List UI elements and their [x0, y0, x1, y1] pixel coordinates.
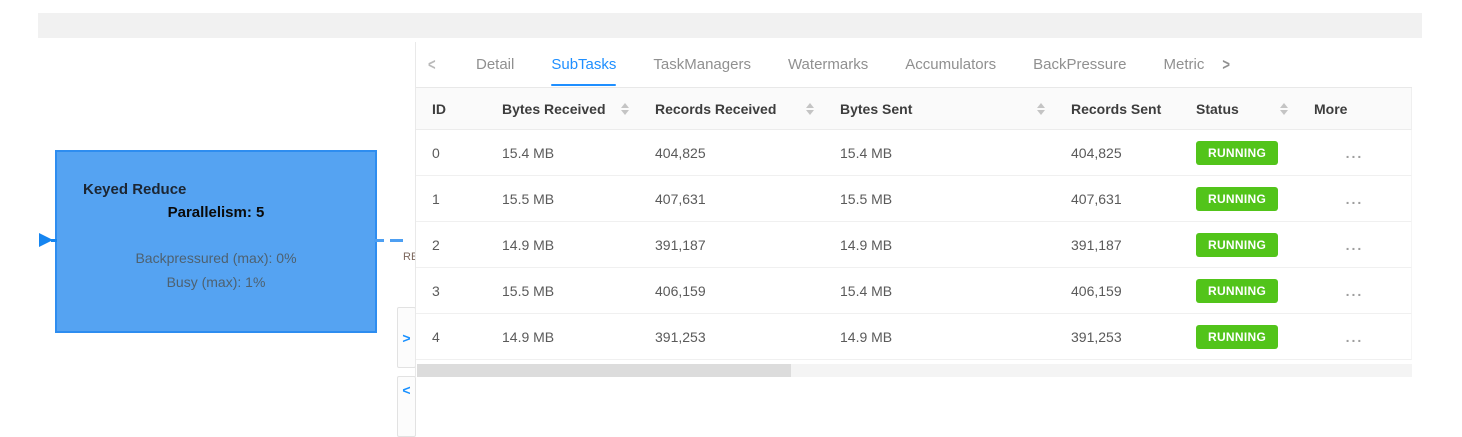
- node-parallelism: Parallelism: 5: [167, 204, 265, 221]
- edge-dash: [390, 239, 403, 242]
- cell-id: 0: [432, 144, 440, 161]
- cell-bytes-received: 15.4 MB: [502, 144, 555, 161]
- cell-records-received: 404,825: [655, 144, 706, 161]
- more-actions-button[interactable]: ...: [1345, 190, 1364, 207]
- panel-expand-handle[interactable]: >: [397, 307, 416, 368]
- cell-records-received: 406,159: [655, 282, 706, 299]
- cell-records-received: 391,187: [655, 236, 706, 253]
- cell-id: 3: [432, 282, 440, 299]
- sort-caret-icon[interactable]: [1280, 102, 1288, 115]
- tabs-scroll-right-icon[interactable]: >: [1222, 55, 1230, 74]
- cell-records-sent: 391,253: [1071, 328, 1122, 345]
- cell-records-sent: 406,159: [1071, 282, 1122, 299]
- tab-subtasks[interactable]: SubTasks: [551, 56, 617, 86]
- sort-caret-icon[interactable]: [621, 102, 629, 115]
- cell-bytes-received: 14.9 MB: [502, 236, 555, 253]
- horizontal-scrollbar-thumb[interactable]: [417, 364, 791, 377]
- cell-status: RUNNING: [1180, 176, 1298, 221]
- table-row: 2 14.9 MB 391,187 14.9 MB 391,187 RUNNING...: [416, 222, 1412, 268]
- table-row: 3 15.5 MB 406,159 15.4 MB 406,159 RUNNING...: [416, 268, 1412, 314]
- node-title: Keyed Reduce: [83, 181, 187, 198]
- column-label: More: [1314, 100, 1348, 117]
- cell-more: ...: [1298, 314, 1411, 359]
- table-row: 1 15.5 MB 407,631 15.5 MB 407,631 RUNNING...: [416, 176, 1412, 222]
- chevron-left-icon: <: [402, 382, 411, 398]
- column-label: Bytes Received: [502, 100, 606, 117]
- sort-caret-icon[interactable]: [806, 102, 814, 115]
- top-toolbar-strip: [38, 13, 1422, 38]
- column-label: Records Sent: [1071, 100, 1162, 117]
- tab-metric[interactable]: Metric: [1163, 56, 1205, 73]
- tab-watermarks[interactable]: Watermarks: [787, 56, 869, 73]
- cell-status: RUNNING: [1180, 268, 1298, 313]
- cell-id: 4: [432, 328, 440, 345]
- cell-more: ...: [1298, 176, 1411, 221]
- column-header-bytes-sent[interactable]: Bytes Sent: [824, 88, 1055, 129]
- cell-bytes-received: 15.5 MB: [502, 282, 555, 299]
- panel-collapse-handle[interactable]: <: [397, 376, 416, 437]
- job-graph-node-keyed-reduce[interactable]: Keyed Reduce Parallelism: 5 Backpressure…: [55, 150, 377, 333]
- table-row: 0 15.4 MB 404,825 15.4 MB 404,825 RUNNING...: [416, 130, 1412, 176]
- cell-status: RUNNING: [1180, 314, 1298, 359]
- column-header-id: ID: [416, 88, 486, 129]
- cell-id: 1: [432, 190, 440, 207]
- cell-records-received: 391,253: [655, 328, 706, 345]
- edge-dash: [374, 239, 384, 242]
- cell-bytes-sent: 14.9 MB: [840, 236, 893, 253]
- node-backpressured: Backpressured (max): 0%: [135, 250, 297, 266]
- node-busy: Busy (max): 1%: [166, 274, 266, 290]
- horizontal-scrollbar-track: [417, 364, 1412, 377]
- column-label: Status: [1196, 100, 1239, 117]
- cell-records-received: 407,631: [655, 190, 706, 207]
- cell-bytes-received: 15.5 MB: [502, 190, 555, 207]
- table-body: 0 15.4 MB 404,825 15.4 MB 404,825 RUNNING... 1…: [416, 130, 1412, 360]
- tabs-scroll-left-icon[interactable]: <: [428, 55, 436, 74]
- column-header-bytes-received[interactable]: Bytes Received: [486, 88, 639, 129]
- tab-list: Detail SubTasks TaskManagers Watermarks Accu…: [476, 56, 1205, 86]
- status-badge: RUNNING: [1196, 186, 1279, 211]
- column-header-status[interactable]: Status: [1180, 88, 1298, 129]
- more-actions-button[interactable]: ...: [1345, 328, 1364, 345]
- edge-line: [51, 239, 57, 242]
- tab-detail[interactable]: Detail: [476, 56, 515, 73]
- cell-id: 2: [432, 236, 440, 253]
- cell-status: RUNNING: [1180, 130, 1298, 175]
- cell-bytes-sent: 15.5 MB: [840, 190, 893, 207]
- status-badge: RUNNING: [1196, 140, 1279, 165]
- cell-records-sent: 407,631: [1071, 190, 1122, 207]
- more-actions-button[interactable]: ...: [1345, 144, 1364, 161]
- cell-more: ...: [1298, 268, 1411, 313]
- edge-label: RE: [403, 251, 418, 263]
- cell-bytes-sent: 15.4 MB: [840, 144, 893, 161]
- column-label: ID: [432, 100, 446, 117]
- tab-bar: < Detail SubTasks TaskManagers Watermarks Ac…: [416, 42, 1412, 88]
- column-header-records-received[interactable]: Records Received: [639, 88, 824, 129]
- cell-records-sent: 391,187: [1071, 236, 1122, 253]
- cell-more: ...: [1298, 222, 1411, 267]
- cell-status: RUNNING: [1180, 222, 1298, 267]
- column-label: Bytes Sent: [840, 100, 913, 117]
- column-header-records-sent: Records Sent: [1055, 88, 1180, 129]
- status-badge: RUNNING: [1196, 324, 1279, 349]
- status-badge: RUNNING: [1196, 278, 1279, 303]
- edge-arrowhead-icon: [39, 233, 53, 247]
- sort-caret-icon[interactable]: [1037, 102, 1045, 115]
- cell-bytes-received: 14.9 MB: [502, 328, 555, 345]
- cell-bytes-sent: 15.4 MB: [840, 282, 893, 299]
- chevron-right-icon: >: [402, 329, 411, 346]
- status-badge: RUNNING: [1196, 232, 1279, 257]
- cell-more: ...: [1298, 130, 1411, 175]
- more-actions-button[interactable]: ...: [1345, 282, 1364, 299]
- column-label: Records Received: [655, 100, 777, 117]
- vertex-detail-panel: < Detail SubTasks TaskManagers Watermarks Ac…: [415, 42, 1412, 378]
- column-header-more: More: [1298, 88, 1411, 129]
- cell-bytes-sent: 14.9 MB: [840, 328, 893, 345]
- more-actions-button[interactable]: ...: [1345, 236, 1364, 253]
- table-row: 4 14.9 MB 391,253 14.9 MB 391,253 RUNNING...: [416, 314, 1412, 360]
- cell-records-sent: 404,825: [1071, 144, 1122, 161]
- tab-backpressure[interactable]: BackPressure: [1033, 56, 1127, 73]
- tab-accumulators[interactable]: Accumulators: [905, 56, 997, 73]
- table-header-row: ID Bytes Received Records Received Bytes Se…: [416, 88, 1412, 130]
- tab-taskmanagers[interactable]: TaskManagers: [653, 56, 751, 73]
